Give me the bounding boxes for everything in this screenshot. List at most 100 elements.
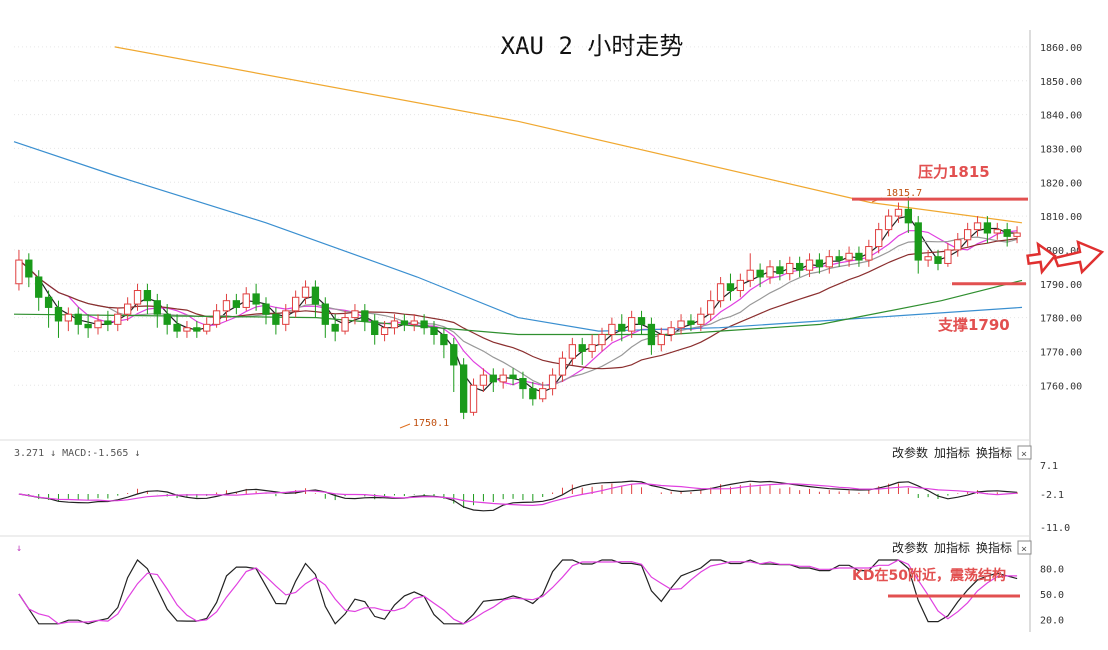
candle-body	[203, 323, 211, 332]
macd-dif-line	[18, 480, 1018, 512]
candle-body	[193, 327, 201, 332]
candle-body	[173, 323, 181, 332]
candlesticks	[15, 196, 1021, 420]
kd-switch-button[interactable]: 换指标	[976, 540, 1012, 555]
y-tick-label: 1780.00	[1040, 314, 1082, 325]
candle-body	[993, 229, 1001, 234]
y-tick-label: 1830.00	[1040, 144, 1082, 155]
candle-body	[726, 283, 735, 292]
candle-body	[361, 310, 369, 322]
ma-line-blue	[13, 141, 1023, 332]
candle-body	[707, 300, 715, 315]
ma-line-brown	[18, 237, 1018, 370]
candle-body	[1013, 232, 1021, 237]
candle-body	[608, 323, 616, 336]
candle-body	[410, 320, 418, 325]
kd-close-button[interactable]	[1017, 540, 1032, 555]
y-tick-label: 1800.00	[1040, 246, 1082, 257]
macd-close-button[interactable]	[1017, 445, 1032, 460]
candle-body	[805, 259, 814, 271]
kd-add-button[interactable]: 加指标	[934, 540, 970, 555]
kd-header: ↓	[16, 543, 22, 554]
candle-body	[835, 256, 843, 261]
candle-body	[430, 327, 438, 336]
candle-body	[697, 313, 705, 325]
candle-body	[420, 320, 428, 329]
ma-line-orange	[114, 46, 1023, 224]
candle-body	[627, 317, 636, 332]
candle-body	[647, 323, 656, 346]
candle-body	[390, 320, 399, 329]
candle-body	[588, 344, 596, 352]
candle-body	[1003, 229, 1011, 237]
candle-body	[667, 327, 675, 336]
macd-switch-button[interactable]: 换指标	[976, 445, 1012, 460]
candle-body	[232, 300, 241, 308]
candle-body	[558, 357, 567, 376]
candle-body	[746, 269, 754, 281]
kd-y-ticks: 80.0 50.0 20.0	[1040, 565, 1064, 627]
candle-body	[301, 286, 310, 298]
y-tick-label: 1860.00	[1040, 43, 1082, 54]
chart-title: XAU 2 小时走势	[501, 32, 684, 60]
candle-body	[795, 262, 804, 271]
kd-k-line	[18, 559, 1018, 625]
macd-dea-line	[18, 482, 1018, 507]
candle-body	[924, 256, 932, 261]
y-tick-label: 1770.00	[1040, 347, 1082, 358]
candle-body	[578, 344, 586, 352]
candle-body	[44, 296, 53, 308]
candle-body	[222, 300, 231, 312]
candle-body	[489, 374, 497, 383]
kd-params-button[interactable]: 改参数	[892, 540, 928, 555]
candle-body	[143, 290, 152, 302]
candle-body	[331, 323, 339, 332]
candle-body	[262, 303, 270, 315]
kd-annotation: KD在50附近，震荡结构	[852, 567, 1006, 584]
high-label: 1815.7	[886, 188, 922, 199]
kd-y-tick: 50.0	[1040, 590, 1064, 601]
y-tick-label: 1850.00	[1040, 77, 1082, 88]
candle-body	[64, 313, 73, 322]
support-label: 支撑1790	[937, 316, 1010, 334]
arrow-icon-secondary	[1053, 239, 1105, 275]
candle-body	[548, 374, 557, 390]
candle-body	[499, 374, 507, 383]
candle-body	[252, 293, 260, 305]
candle-body	[153, 300, 161, 315]
y-tick-label: 1760.00	[1040, 381, 1082, 392]
candle-body	[598, 334, 606, 346]
candle-body	[637, 317, 646, 325]
y-tick-label: 1820.00	[1040, 178, 1082, 189]
candle-body	[291, 296, 300, 312]
candle-body	[15, 259, 23, 285]
candle-body	[825, 256, 833, 268]
candle-body	[440, 334, 448, 346]
candle-body	[25, 259, 33, 278]
macd-y-tick: -2.1	[1040, 490, 1064, 501]
candle-body	[123, 303, 132, 315]
candle-body	[450, 344, 458, 366]
macd-params-button[interactable]: 改参数	[892, 445, 928, 460]
candle-body	[35, 276, 43, 298]
candle-body	[934, 256, 942, 264]
candle-body	[963, 229, 972, 241]
main-grid	[14, 46, 1028, 386]
candle-body	[884, 215, 893, 231]
candle-body	[786, 262, 794, 275]
candle-body	[865, 246, 873, 261]
candle-body	[756, 269, 764, 278]
candle-body	[400, 320, 409, 325]
ma-line-black	[18, 215, 1018, 393]
macd-header: 3.271 ↓ MACD:-1.565 ↓	[14, 448, 140, 459]
candle-body	[736, 279, 745, 292]
y-tick-label: 1840.00	[1040, 111, 1082, 122]
macd-add-button[interactable]: 加指标	[934, 445, 970, 460]
y-tick-label: 1790.00	[1040, 280, 1082, 291]
candle-body	[657, 334, 665, 346]
candle-body	[716, 283, 725, 302]
y-tick-label: 1810.00	[1040, 212, 1082, 223]
kd-d-line	[18, 559, 1018, 625]
candle-body	[944, 249, 952, 264]
